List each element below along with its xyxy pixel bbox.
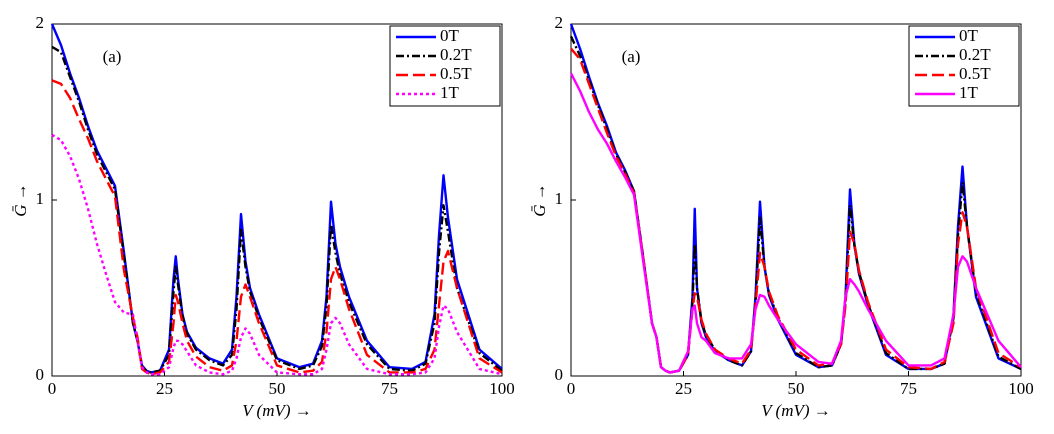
legend-label: 1T xyxy=(440,83,460,102)
x-tick-label: 75 xyxy=(381,379,398,398)
legend-label: 0.5T xyxy=(440,64,472,83)
x-tick-label: 0 xyxy=(48,379,57,398)
y-tick-label: 1 xyxy=(555,189,564,208)
y-axis-label: Ḡ → xyxy=(530,183,549,217)
plot-area: 0 25 50 75 100 0 1 2 V (mV) → Ḡ → (a) xyxy=(530,13,1034,420)
y-tick-label: 1 xyxy=(36,189,45,208)
annotation: (a) xyxy=(103,47,122,66)
legend-label: 0.5T xyxy=(959,64,991,83)
plot-area: 0 25 50 75 100 0 1 2 V (mV) → Ḡ → (a) xyxy=(11,13,515,420)
y-tick-label: 0 xyxy=(555,365,564,384)
x-tick-label: 100 xyxy=(489,379,515,398)
x-tick-label: 50 xyxy=(788,379,805,398)
legend-label: 0.2T xyxy=(440,45,472,64)
annotation: (a) xyxy=(622,47,641,66)
x-tick-label: 75 xyxy=(900,379,917,398)
x-axis-label: V (mV) → xyxy=(242,401,312,420)
legend-label: 0T xyxy=(440,26,460,45)
legend-box xyxy=(908,25,1020,107)
data-line xyxy=(51,133,503,376)
y-axis-label: Ḡ → xyxy=(11,183,30,217)
y-tick-label: 2 xyxy=(36,13,45,32)
x-tick-label: 100 xyxy=(1008,379,1034,398)
x-axis-label: V (mV) → xyxy=(761,401,831,420)
legend-label: 1T xyxy=(959,83,979,102)
y-tick-label: 2 xyxy=(555,13,564,32)
x-tick-label: 50 xyxy=(269,379,286,398)
x-tick-label: 0 xyxy=(567,379,576,398)
data-line xyxy=(51,79,503,376)
legend-label: 0.2T xyxy=(959,45,991,64)
data-line xyxy=(51,45,503,374)
legend-box xyxy=(389,25,501,107)
data-line xyxy=(569,72,1022,374)
x-tick-label: 25 xyxy=(156,379,173,398)
legend-label: 0T xyxy=(959,26,979,45)
y-tick-label: 0 xyxy=(36,365,45,384)
x-tick-label: 25 xyxy=(675,379,692,398)
